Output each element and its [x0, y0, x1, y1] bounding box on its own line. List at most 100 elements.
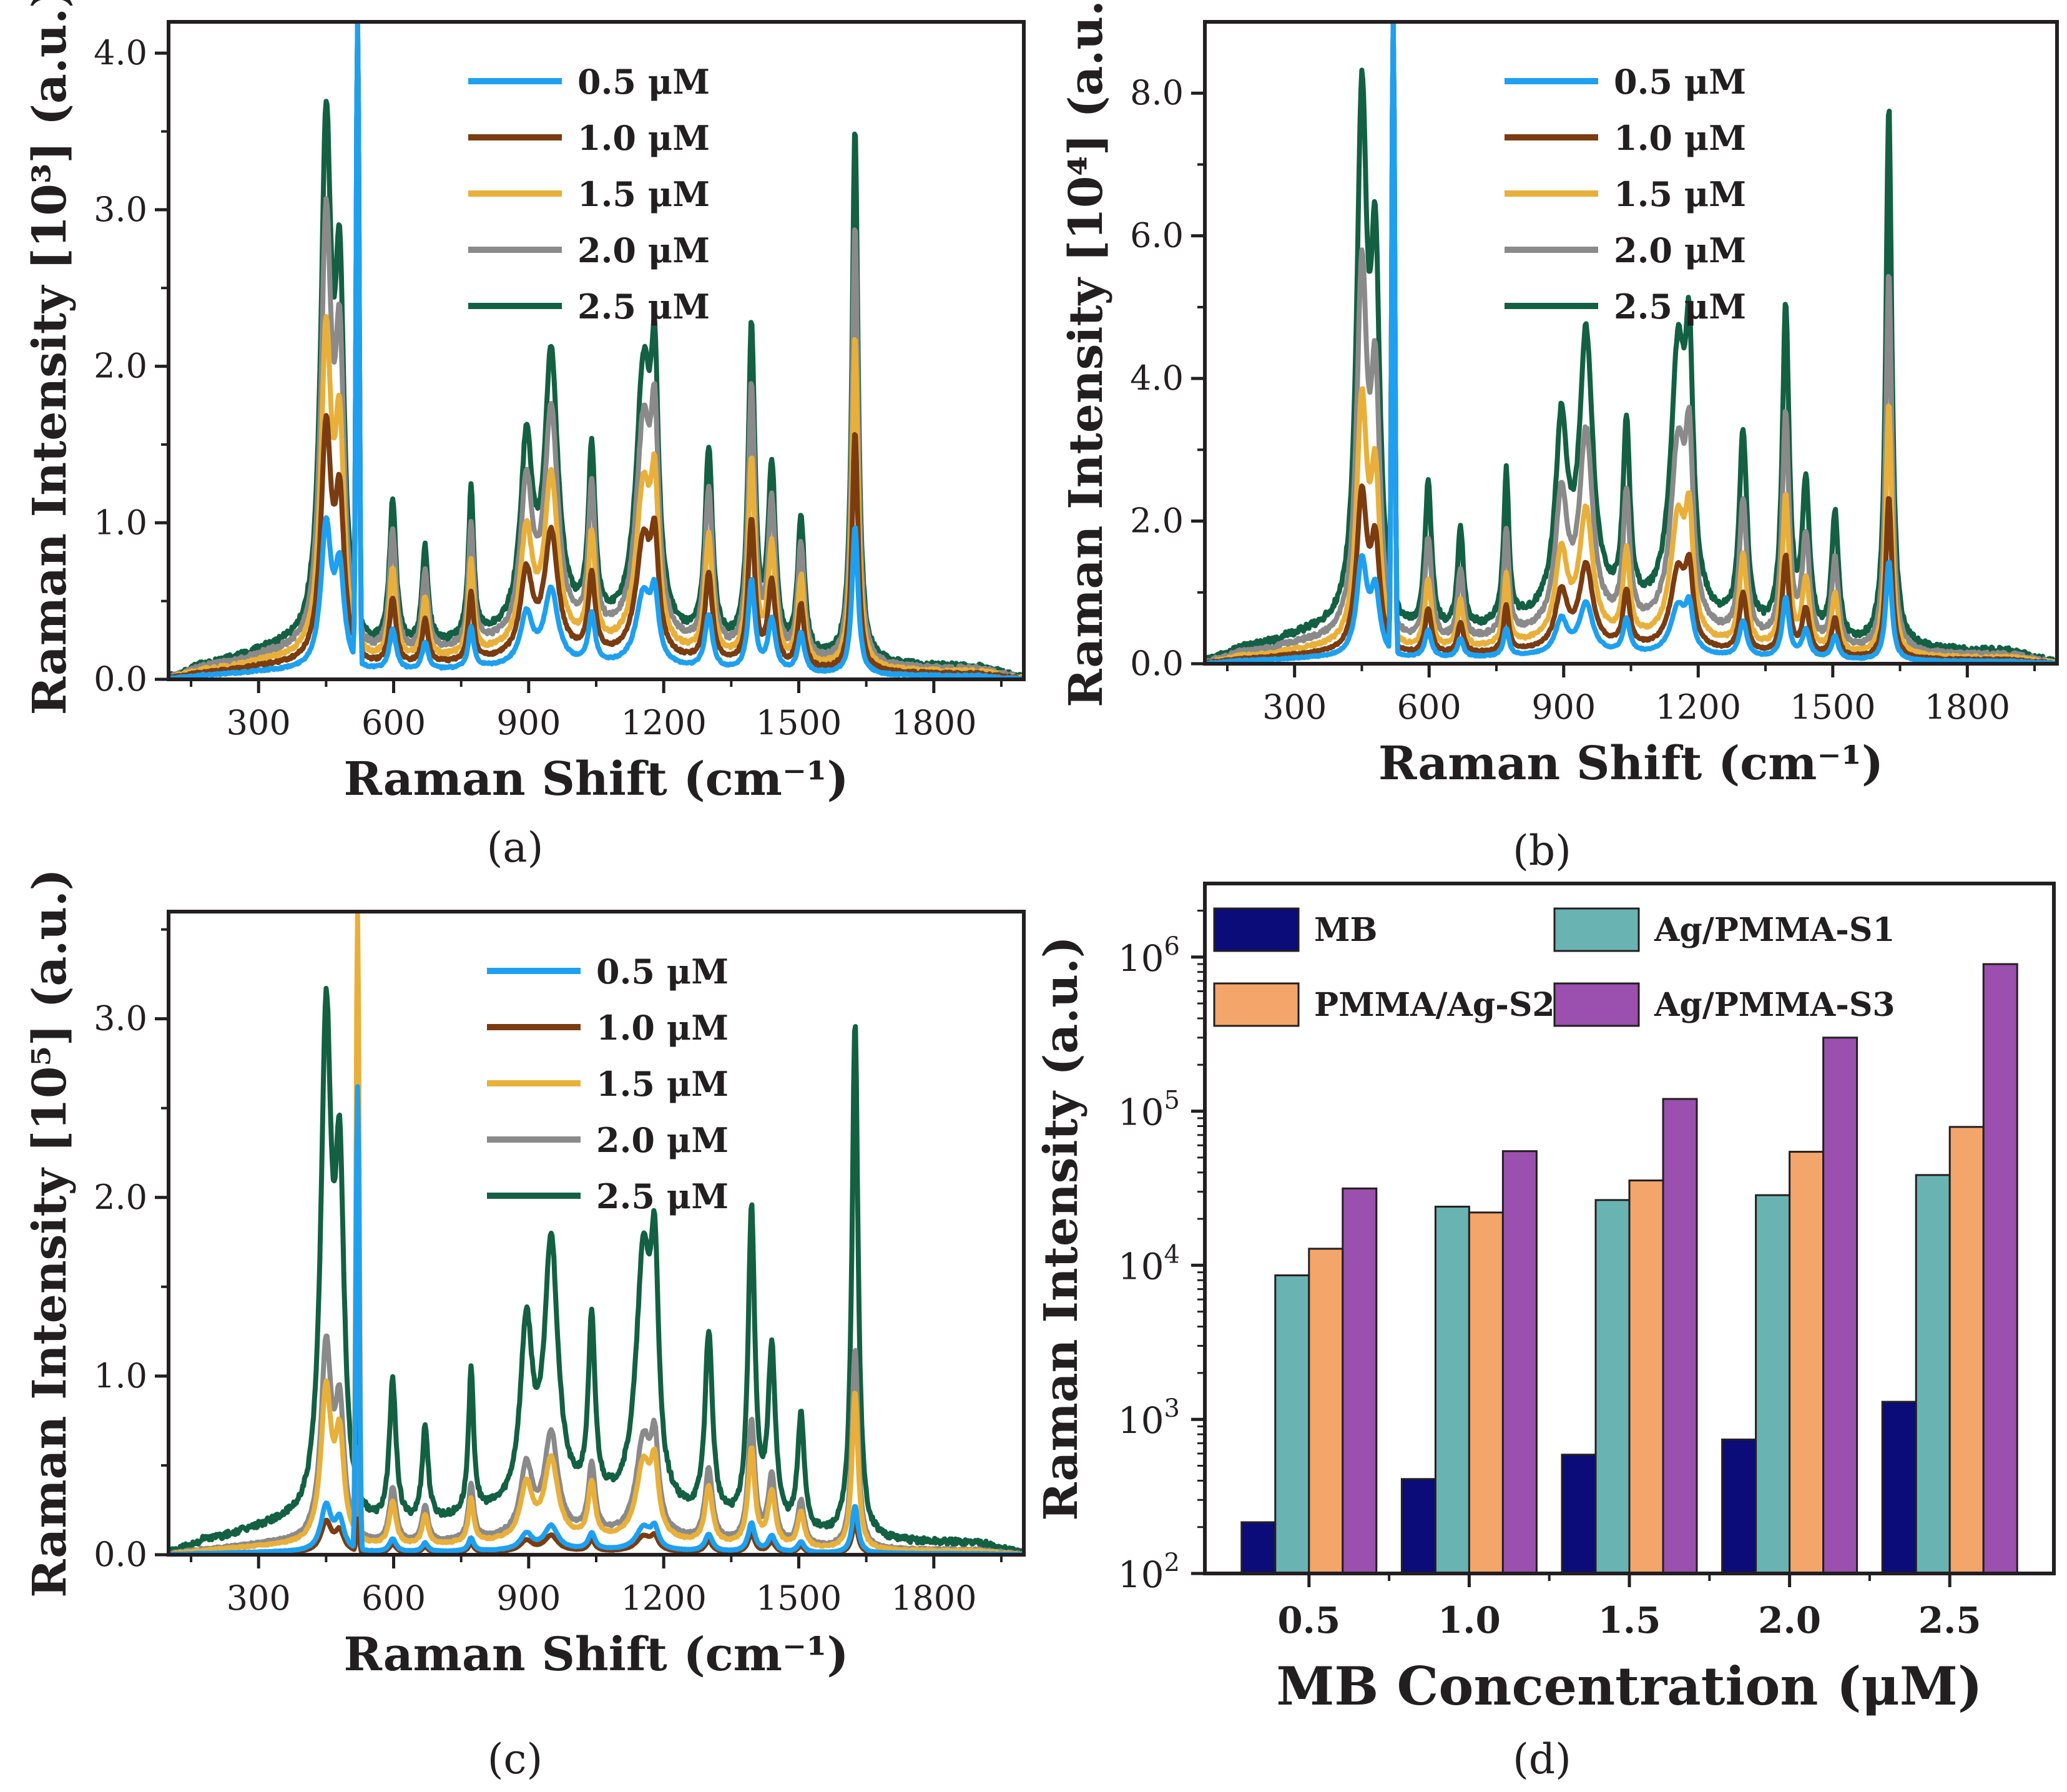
y-tick-label-d: 103 [1118, 1394, 1180, 1442]
y-tick-base-d: 10 [1118, 1553, 1164, 1596]
panel-b: 300 600 900 1200 1500 1800 0.0 2.0 4.0 6.0 8.0 Rama… [1059, 0, 2059, 875]
y-tick-exponent-d: 5 [1164, 1086, 1180, 1115]
bar-ag-pmma-s3-2.5 [1982, 963, 2018, 1575]
bar-pmma-ag-s2-2.5 [1948, 1126, 1985, 1575]
y-axis-title-d: Raman Intensity (a.u.) [1034, 936, 1088, 1520]
y-tick-exponent-d: 6 [1164, 932, 1180, 961]
y-tick-base-d: 10 [1118, 937, 1164, 980]
bar-mb-0.5 [1240, 1521, 1277, 1575]
legend-label-d: PMMA/Ag-S2 [1314, 986, 1555, 1024]
y-tick-label-d: 104 [1118, 1240, 1180, 1287]
plot-frame-d [1203, 882, 2056, 1575]
x-tick-label-b: 1800 [1925, 687, 2010, 727]
x-tick-label-a: 300 [227, 703, 291, 742]
x-tick-label-d: 1.5 [1598, 1599, 1661, 1642]
y-tick-label-b: 2.0 [1130, 501, 1184, 541]
y-tick-base-d: 10 [1118, 1399, 1164, 1442]
x-tick-label-a: 600 [361, 703, 426, 742]
x-tick-label-b: 300 [1262, 687, 1327, 727]
panel-c: 300 600 900 1200 1500 1800 0.0 1.0 2.0 3.0 Raman S… [23, 869, 1026, 1783]
x-tick-label-d: 2.0 [1758, 1599, 1821, 1642]
x-tick-label-b: 1200 [1656, 687, 1741, 727]
y-tick-exponent-d: 2 [1164, 1548, 1180, 1577]
legend-label-b: 2.5 μM [1614, 287, 1746, 327]
y-axis-title-a: Raman Intensity [10³] (a.u.) [23, 0, 77, 715]
series-line-b-4 [1205, 22, 2057, 664]
legend-label-d: MB [1314, 911, 1378, 949]
bar-ag-pmma-s1-1.5 [1594, 1199, 1631, 1575]
x-tick-label-a: 1800 [891, 703, 976, 742]
series-line-c-4 [169, 985, 1024, 1555]
panel-a: 300 600 900 1200 1500 1800 0.0 1.0 2.0 3.0 4.0 Rama… [23, 0, 1026, 872]
y-tick-base-d: 10 [1118, 1091, 1164, 1134]
series-line-b-0 [1205, 22, 2057, 664]
y-tick-label-c: 0.0 [94, 1535, 147, 1574]
legend-label-b: 0.5 μM [1614, 62, 1746, 102]
legend-swatch-d [1213, 982, 1300, 1027]
x-tick-label-a: 900 [496, 703, 561, 742]
legend-swatch-d [1553, 982, 1640, 1027]
x-tick-label-a: 1200 [621, 703, 706, 742]
y-tick-label-a: 0.0 [94, 659, 147, 699]
y-tick-exponent-d: 4 [1164, 1240, 1180, 1269]
x-tick-label-a: 1500 [756, 703, 842, 742]
y-axis-title-b: Raman Intensity [10⁴] (a.u.) [1059, 0, 1113, 707]
bar-ag-pmma-s3-1.0 [1501, 1150, 1538, 1575]
y-tick-label-a: 1.0 [94, 503, 147, 542]
series-line-c-2 [169, 912, 1024, 1555]
legend-label-d: Ag/PMMA-S1 [1654, 911, 1895, 949]
x-tick-label-c: 1500 [756, 1578, 842, 1618]
legend-label-c: 1.0 μM [596, 1008, 729, 1048]
legend-label-c: 1.5 μM [596, 1064, 729, 1104]
y-tick-label-c: 3.0 [94, 999, 147, 1038]
series-line-a-0 [169, 22, 1024, 679]
x-tick-label-c: 1800 [891, 1578, 976, 1618]
series-line-b-2 [1205, 22, 2057, 664]
legend-label-b: 1.5 μM [1614, 174, 1746, 214]
y-axis-title-c: Raman Intensity [10⁵] (a.u.) [23, 869, 77, 1598]
x-tick-label-b: 600 [1397, 687, 1461, 727]
y-tick-label-a: 2.0 [94, 347, 147, 386]
bar-mb-2.0 [1721, 1438, 1757, 1575]
series-line-a-1 [169, 22, 1024, 679]
x-tick-label-b: 900 [1531, 687, 1596, 727]
y-tick-label-c: 2.0 [94, 1178, 147, 1217]
legend-label-b: 1.0 μM [1614, 118, 1746, 158]
series-line-b-1 [1205, 22, 2057, 664]
x-axis-title-a: Raman Shift (cm⁻¹) [344, 752, 849, 806]
y-tick-label-a: 3.0 [94, 190, 147, 229]
bar-pmma-ag-s2-2.0 [1789, 1151, 1825, 1575]
bar-ag-pmma-s1-0.5 [1274, 1274, 1310, 1575]
y-tick-label-d: 102 [1118, 1548, 1180, 1596]
panel-caption-a: (a) [487, 824, 544, 872]
legend-label-a: 1.0 μM [577, 118, 710, 158]
bar-ag-pmma-s3-0.5 [1342, 1187, 1378, 1575]
legend-label-c: 2.0 μM [596, 1120, 729, 1160]
x-tick-label-c: 1200 [621, 1578, 706, 1618]
x-tick-label-b: 1500 [1790, 687, 1875, 727]
legend-label-c: 2.5 μM [596, 1176, 729, 1216]
y-tick-label-c: 1.0 [94, 1356, 147, 1396]
bar-ag-pmma-s3-1.5 [1662, 1098, 1698, 1575]
y-tick-label-b: 8.0 [1130, 73, 1184, 112]
x-axis-title-d: MB Concentration (μM) [1276, 1655, 1982, 1717]
panel-caption-c: (c) [488, 1735, 543, 1783]
y-tick-label-b: 6.0 [1130, 216, 1184, 255]
legend-label-d: Ag/PMMA-S3 [1654, 986, 1895, 1024]
x-tick-label-d: 2.5 [1918, 1599, 1981, 1642]
panel-caption-d: (d) [1513, 1735, 1571, 1783]
y-tick-exponent-d: 3 [1164, 1394, 1180, 1423]
legend-label-a: 1.5 μM [577, 174, 710, 214]
y-tick-label-b: 4.0 [1130, 358, 1184, 398]
x-tick-label-c: 300 [227, 1578, 291, 1618]
legend-swatch-d [1553, 907, 1640, 952]
x-tick-label-c: 600 [361, 1578, 426, 1618]
bar-ag-pmma-s1-1.0 [1434, 1206, 1470, 1575]
x-tick-label-d: 0.5 [1277, 1599, 1340, 1642]
bar-mb-1.0 [1400, 1478, 1436, 1575]
legend-swatch-d [1213, 907, 1300, 952]
legend-label-a: 2.0 μM [577, 230, 710, 270]
y-tick-label-a: 4.0 [94, 33, 147, 72]
